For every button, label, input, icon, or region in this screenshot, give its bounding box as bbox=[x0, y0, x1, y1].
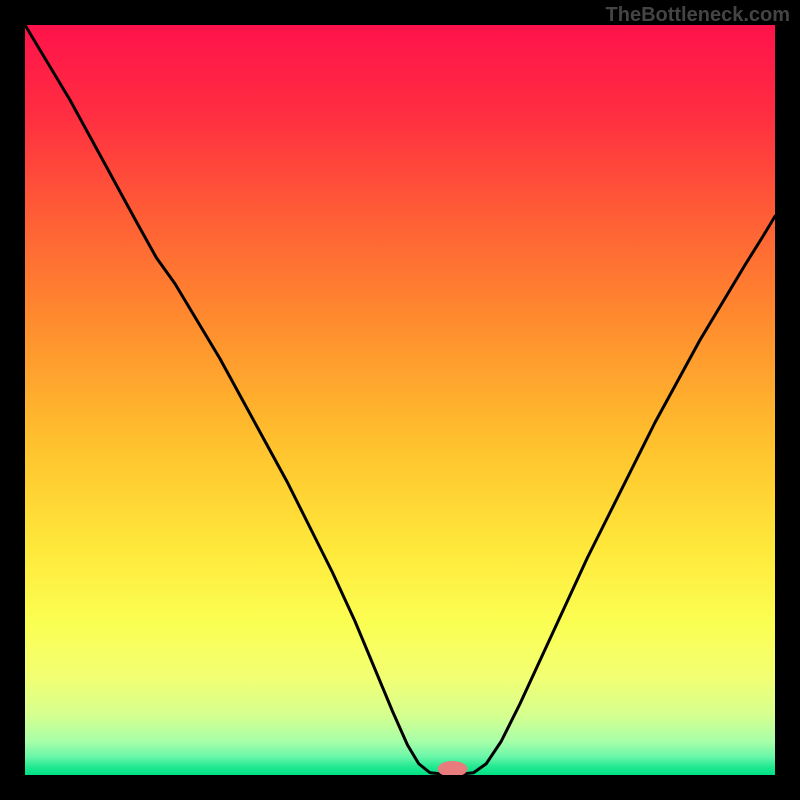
watermark-text: TheBottleneck.com bbox=[606, 4, 790, 27]
chart-plot-area bbox=[25, 25, 775, 775]
chart-svg bbox=[25, 25, 775, 775]
chart-container: TheBottleneck.com bbox=[0, 0, 800, 800]
chart-background bbox=[25, 25, 775, 775]
